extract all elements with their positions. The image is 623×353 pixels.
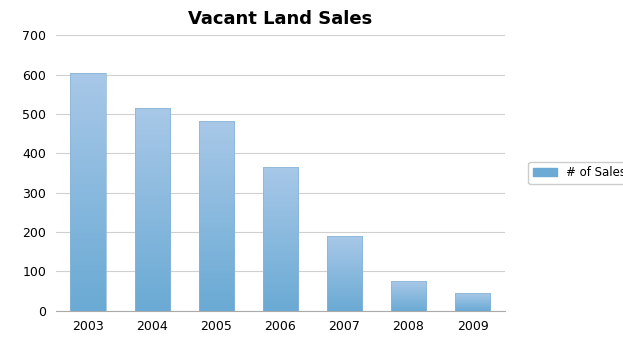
Bar (327, 236, 362, 311)
Bar (199, 121, 234, 311)
Title: Vacant Land Sales: Vacant Land Sales (188, 10, 373, 28)
Bar (263, 167, 298, 311)
Bar (70, 73, 106, 311)
Legend: # of Sales: # of Sales (528, 162, 623, 184)
Bar (455, 293, 490, 311)
Bar (391, 281, 426, 311)
Bar (135, 108, 170, 311)
